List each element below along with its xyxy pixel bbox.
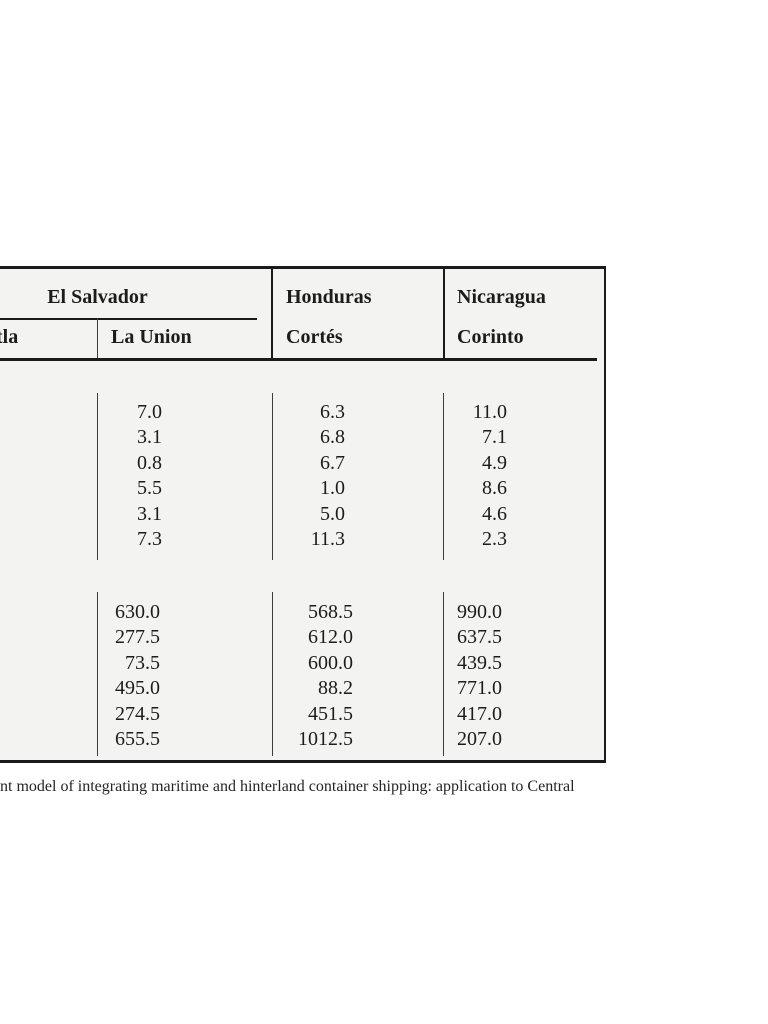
el-salvador-group-underline <box>0 318 257 320</box>
table-cell-value: 277.5 <box>115 626 160 649</box>
table-cell-value: 612.0 <box>308 626 353 649</box>
table-cell-value: 3.1 <box>137 502 162 525</box>
table-cell-value: 207.0 <box>457 728 502 751</box>
table-cell-value: 6.7 <box>320 451 345 474</box>
block1-corinto-values: 11.0 7.1 4.9 8.6 4.6 2.3 <box>407 400 507 552</box>
table-cell-value: 6.8 <box>320 426 345 449</box>
table-cell-value: 11.0 <box>472 401 507 423</box>
table-cell-value: 1.0 <box>320 477 345 500</box>
block2-cortes-values: 568.5 612.0 600.0 88.2 451.5 1012.5 <box>243 600 353 752</box>
body1-divider-1 <box>96 393 98 560</box>
table-cell-value: 88.2 <box>318 677 353 700</box>
table-cell-value: 439.5 <box>457 651 502 674</box>
table-cell-value: 2.3 <box>482 528 507 551</box>
block1-cortes-values: 6.3 6.8 6.7 1.0 5.0 11.3 <box>245 400 345 552</box>
subheader-acajutla-cropped: tla <box>0 326 19 348</box>
table-cell-value: 495.0 <box>115 677 160 700</box>
table-cell-value: 4.9 <box>482 451 507 474</box>
body2-divider-2 <box>271 592 273 756</box>
body1-divider-2 <box>271 393 273 560</box>
header-divider-honduras-nicaragua <box>443 269 445 358</box>
subheader-corinto: Corinto <box>457 326 524 348</box>
column-group-honduras: Honduras <box>286 286 372 308</box>
table-cell-value: 771.0 <box>457 677 502 700</box>
table-cell-value: 600.0 <box>308 651 353 674</box>
body2-divider-1 <box>96 592 98 756</box>
body1-divider-3 <box>443 393 445 560</box>
table-cell-value: 8.6 <box>482 477 507 500</box>
table-cell-value: 73.5 <box>125 651 160 674</box>
header-divider-acajutla-launion <box>96 318 98 358</box>
table-cell-value: 568.5 <box>308 601 353 623</box>
subheader-la-union: La Union <box>111 326 192 348</box>
table-cell-value: 5.5 <box>137 477 162 500</box>
body2-divider-3 <box>443 592 445 756</box>
subheader-cortes: Cortés <box>286 326 343 348</box>
table-cell-value: 6.3 <box>320 401 345 423</box>
table-cell-value: 655.5 <box>115 728 160 751</box>
table-cell-value: 5.0 <box>320 502 345 525</box>
table-cell-value: 0.8 <box>137 451 162 474</box>
table-source-caption: nt model of integrating maritime and hin… <box>0 778 575 795</box>
header-divider-elsalvador-honduras <box>271 269 273 358</box>
table-cell-value: 3.1 <box>137 426 162 449</box>
block2-la-union-values: 630.0 277.5 73.5 495.0 274.5 655.5 <box>50 600 160 752</box>
table-cell-value: 417.0 <box>457 702 502 725</box>
table-cell-value: 7.3 <box>137 528 162 551</box>
column-group-nicaragua: Nicaragua <box>457 286 546 308</box>
table-cell-value: 7.1 <box>482 426 507 449</box>
table-cell-value: 11.3 <box>310 528 345 551</box>
table-cell-value: 630.0 <box>115 601 160 623</box>
port-costs-table: El Salvador Honduras Nicaragua tla La Un… <box>0 266 606 763</box>
table-cell-value: 990.0 <box>457 601 502 623</box>
table-cell-value: 4.6 <box>482 502 507 525</box>
column-group-el-salvador: El Salvador <box>47 286 148 308</box>
table-cell-value: 1012.5 <box>298 728 353 751</box>
table-cell-value: 451.5 <box>308 702 353 725</box>
table-cell-value: 7.0 <box>137 401 162 423</box>
table-cell-value: 274.5 <box>115 702 160 725</box>
header-bottom-rule <box>0 358 597 361</box>
table-cell-value: 637.5 <box>457 626 502 649</box>
block1-la-union-values: 7.0 3.1 0.8 5.5 3.1 7.3 <box>62 400 162 552</box>
block2-corinto-values: 990.0 637.5 439.5 771.0 417.0 207.0 <box>392 600 502 752</box>
